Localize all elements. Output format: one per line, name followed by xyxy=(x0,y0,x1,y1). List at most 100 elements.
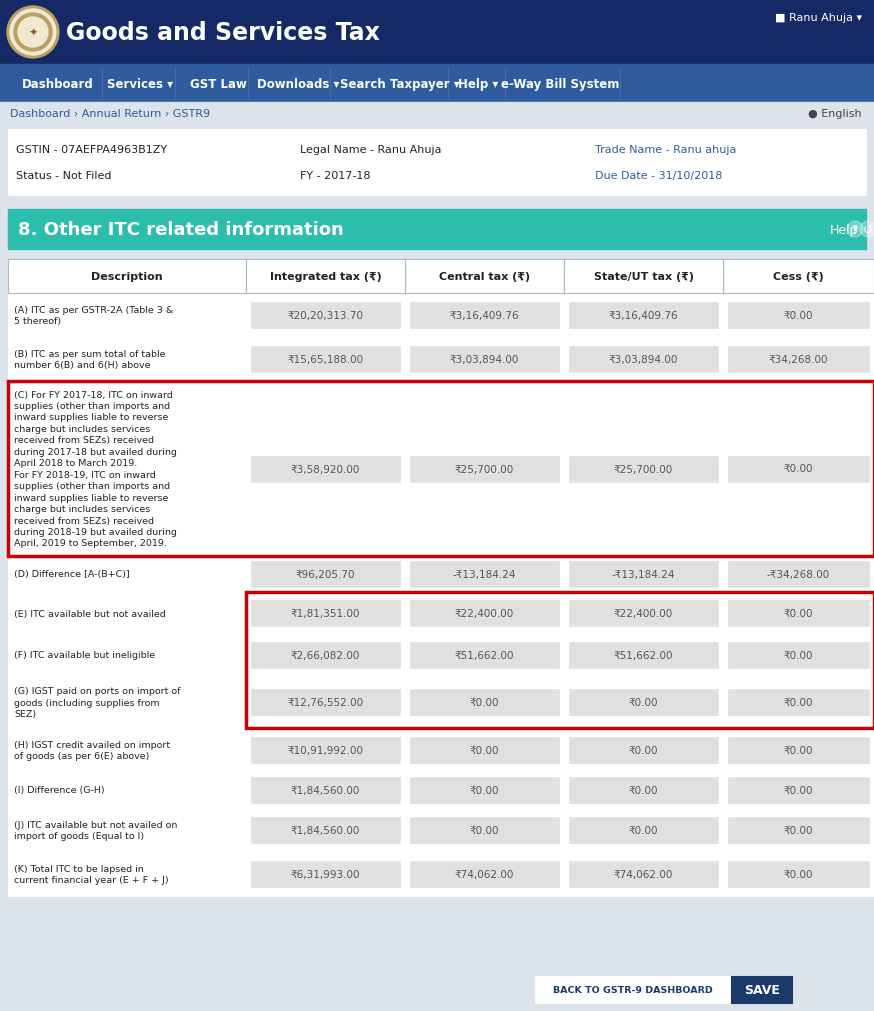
Text: ₹22,400.00: ₹22,400.00 xyxy=(614,609,673,619)
Text: Cess (₹): Cess (₹) xyxy=(773,272,824,282)
Text: ₹25,700.00: ₹25,700.00 xyxy=(614,464,673,474)
Bar xyxy=(8,676,246,728)
Bar xyxy=(728,347,869,373)
Bar xyxy=(246,338,405,381)
Text: (A) ITC as per GSTR-2A (Table 3 &
5 thereof): (A) ITC as per GSTR-2A (Table 3 & 5 ther… xyxy=(14,305,173,326)
Bar xyxy=(410,347,559,373)
Text: Central tax (₹): Central tax (₹) xyxy=(439,272,530,282)
Text: Services ▾: Services ▾ xyxy=(107,78,173,90)
Text: ₹0.00: ₹0.00 xyxy=(784,464,813,474)
Bar xyxy=(251,642,400,668)
Text: ₹0.00: ₹0.00 xyxy=(469,786,499,796)
Text: ₹74,062.00: ₹74,062.00 xyxy=(614,869,673,880)
Bar xyxy=(410,817,559,843)
Bar xyxy=(410,690,559,716)
Bar xyxy=(251,347,400,373)
Text: (B) ITC as per sum total of table
number 6(B) and 6(H) above: (B) ITC as per sum total of table number… xyxy=(14,350,165,370)
Text: Due Date - 31/10/2018: Due Date - 31/10/2018 xyxy=(595,171,723,181)
Text: ₹0.00: ₹0.00 xyxy=(784,825,813,835)
Text: Status - Not Filed: Status - Not Filed xyxy=(16,171,112,181)
Bar xyxy=(8,260,246,294)
Bar xyxy=(405,338,564,381)
Circle shape xyxy=(860,221,874,238)
Bar xyxy=(251,777,400,803)
Bar xyxy=(732,977,792,1003)
Bar xyxy=(405,808,564,852)
Bar xyxy=(569,601,718,627)
Text: ₹2,66,082.00: ₹2,66,082.00 xyxy=(291,650,360,660)
Bar xyxy=(8,592,246,634)
Bar xyxy=(410,861,559,887)
Text: ₹0.00: ₹0.00 xyxy=(784,869,813,880)
Bar xyxy=(8,129,866,196)
Bar xyxy=(564,294,723,338)
Text: ₹0.00: ₹0.00 xyxy=(784,310,813,320)
Bar xyxy=(728,817,869,843)
Bar xyxy=(246,294,405,338)
Bar xyxy=(8,260,874,896)
Text: ₹0.00: ₹0.00 xyxy=(628,745,658,755)
Bar xyxy=(728,302,869,329)
Bar xyxy=(246,772,405,808)
Bar xyxy=(723,381,874,556)
Bar xyxy=(251,690,400,716)
Text: ₹3,03,894.00: ₹3,03,894.00 xyxy=(450,355,519,365)
Bar xyxy=(410,561,559,587)
Text: ₹22,400.00: ₹22,400.00 xyxy=(454,609,514,619)
Bar xyxy=(405,634,564,676)
Text: FY - 2017-18: FY - 2017-18 xyxy=(300,171,371,181)
Bar xyxy=(410,601,559,627)
Text: BACK TO GSTR-9 DASHBOARD: BACK TO GSTR-9 DASHBOARD xyxy=(553,986,713,995)
Text: ● English: ● English xyxy=(808,109,862,119)
Text: Help: Help xyxy=(830,223,858,237)
Bar xyxy=(569,302,718,329)
Bar xyxy=(564,260,723,294)
Bar xyxy=(405,592,564,634)
Text: (F) ITC available but ineligible: (F) ITC available but ineligible xyxy=(14,651,155,660)
Bar xyxy=(723,728,874,772)
Text: Downloads ▾: Downloads ▾ xyxy=(257,78,339,90)
Text: ₹74,062.00: ₹74,062.00 xyxy=(454,869,514,880)
Bar xyxy=(569,561,718,587)
Text: Dashboard › Annual Return › GSTR9: Dashboard › Annual Return › GSTR9 xyxy=(10,109,210,119)
Bar xyxy=(8,381,874,556)
Bar xyxy=(405,381,564,556)
Text: GST Law: GST Law xyxy=(190,78,246,90)
Text: (D) Difference [A-(B+C)]: (D) Difference [A-(B+C)] xyxy=(14,570,129,579)
Bar xyxy=(0,65,874,103)
Text: ₹1,81,351.00: ₹1,81,351.00 xyxy=(291,609,360,619)
Bar xyxy=(8,728,246,772)
Bar xyxy=(564,592,723,634)
Bar xyxy=(246,852,405,896)
Bar xyxy=(251,601,400,627)
Text: ₹0.00: ₹0.00 xyxy=(784,698,813,708)
Bar xyxy=(251,302,400,329)
Text: SAVE: SAVE xyxy=(744,984,780,997)
Text: ₹3,03,894.00: ₹3,03,894.00 xyxy=(609,355,678,365)
Bar xyxy=(723,592,874,634)
Bar xyxy=(564,852,723,896)
Bar xyxy=(251,456,400,482)
Text: ₹0.00: ₹0.00 xyxy=(469,698,499,708)
Circle shape xyxy=(847,221,863,238)
Text: ₹51,662.00: ₹51,662.00 xyxy=(614,650,673,660)
Bar xyxy=(251,561,400,587)
Text: ↺: ↺ xyxy=(863,223,873,237)
Bar xyxy=(246,260,405,294)
Text: ₹0.00: ₹0.00 xyxy=(469,825,499,835)
Bar xyxy=(8,852,246,896)
Bar xyxy=(569,817,718,843)
Bar xyxy=(8,556,246,592)
Bar xyxy=(410,456,559,482)
Bar xyxy=(8,381,246,556)
Text: ₹1,84,560.00: ₹1,84,560.00 xyxy=(291,786,360,796)
Bar xyxy=(723,772,874,808)
Text: -₹13,184.24: -₹13,184.24 xyxy=(612,569,676,579)
Bar xyxy=(410,737,559,763)
Bar xyxy=(569,861,718,887)
Bar xyxy=(564,772,723,808)
Bar xyxy=(246,634,405,676)
Bar xyxy=(723,808,874,852)
Text: ₹3,16,409.76: ₹3,16,409.76 xyxy=(450,310,519,320)
Bar xyxy=(246,676,405,728)
